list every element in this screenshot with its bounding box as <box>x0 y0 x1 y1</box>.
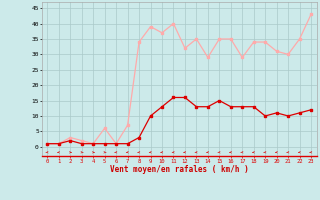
X-axis label: Vent moyen/en rafales ( km/h ): Vent moyen/en rafales ( km/h ) <box>110 165 249 174</box>
